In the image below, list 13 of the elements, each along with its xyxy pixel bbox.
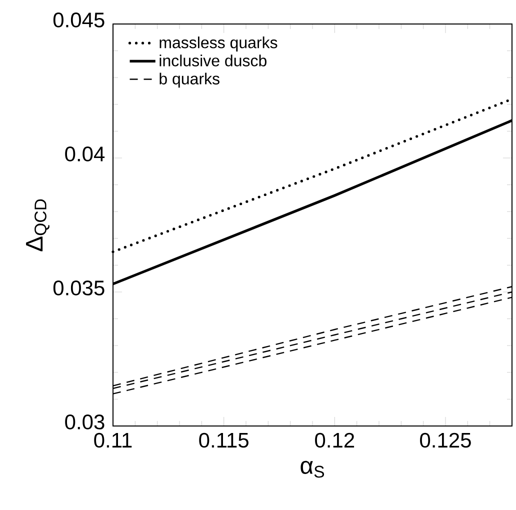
x-tick-label: 0.11	[94, 432, 132, 448]
x-tick-label: 0.12	[315, 432, 354, 448]
y-tick-label: 0.04	[65, 146, 105, 162]
y-tick-label: 0.045	[53, 12, 104, 28]
x-tick-label: 0.125	[420, 432, 471, 448]
legend-label: massless quarks	[160, 36, 278, 52]
y-tick-label: 0.03	[65, 414, 104, 430]
legend-label: b quarks	[160, 72, 220, 88]
x-tick-label: 0.115	[199, 432, 248, 448]
y-tick-label: 0.035	[53, 280, 104, 296]
y-axis-title: Δ$_{QCD}$	[26, 199, 50, 252]
legend-label: inclusive duscb	[160, 54, 266, 66]
x-axis-title: α$_{S}$	[300, 460, 324, 478]
